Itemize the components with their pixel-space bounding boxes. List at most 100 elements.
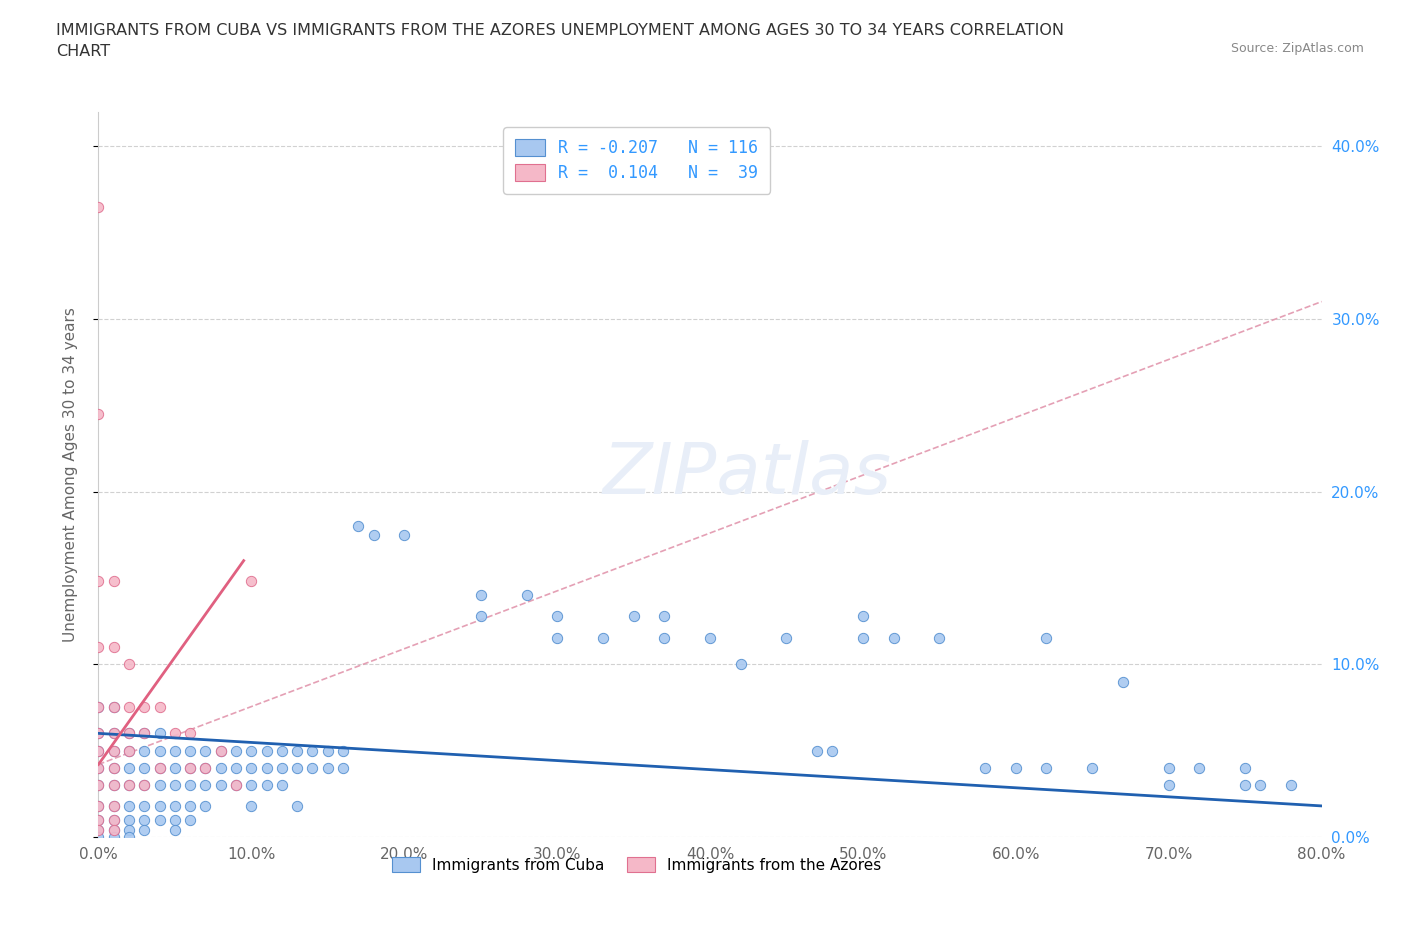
Point [87, 823, 110, 838]
Point [103, 812, 125, 827]
Point [103, 726, 125, 741]
Point [470, 588, 492, 603]
Point [1279, 777, 1302, 792]
Point [87, 761, 110, 776]
Point [806, 743, 828, 758]
Point [852, 608, 875, 623]
Point [149, 777, 172, 792]
Point [1112, 674, 1135, 689]
Point [149, 799, 172, 814]
Point [134, 812, 156, 827]
Point [118, 657, 141, 671]
Point [883, 631, 905, 645]
Point [87, 823, 110, 838]
Point [470, 608, 492, 623]
Point [87, 199, 110, 214]
Point [240, 777, 263, 792]
Point [209, 761, 232, 776]
Point [87, 830, 110, 844]
Point [546, 631, 568, 645]
Point [240, 574, 263, 589]
Point [1157, 777, 1180, 792]
Point [149, 761, 172, 776]
Point [516, 588, 538, 603]
Point [225, 743, 247, 758]
Point [103, 830, 125, 844]
Point [240, 761, 263, 776]
Point [103, 700, 125, 715]
Point [592, 631, 614, 645]
Point [134, 761, 156, 776]
Point [240, 799, 263, 814]
Point [87, 574, 110, 589]
Point [852, 631, 875, 645]
Point [225, 761, 247, 776]
Point [103, 574, 125, 589]
Point [194, 761, 217, 776]
Point [163, 812, 186, 827]
Point [103, 823, 125, 838]
Point [179, 743, 201, 758]
Point [652, 608, 675, 623]
Point [1157, 761, 1180, 776]
Point [1004, 761, 1026, 776]
Text: Source: ZipAtlas.com: Source: ZipAtlas.com [1230, 42, 1364, 55]
Point [270, 743, 292, 758]
Point [163, 726, 186, 741]
Point [301, 743, 323, 758]
Point [285, 799, 308, 814]
Point [974, 761, 997, 776]
Point [134, 777, 156, 792]
Point [363, 527, 385, 542]
Point [118, 743, 141, 758]
Point [87, 799, 110, 814]
Point [103, 640, 125, 655]
Point [332, 761, 354, 776]
Point [301, 761, 323, 776]
Point [392, 527, 416, 542]
Y-axis label: Unemployment Among Ages 30 to 34 years: Unemployment Among Ages 30 to 34 years [63, 307, 77, 642]
Point [87, 812, 110, 827]
Point [1035, 631, 1057, 645]
Point [163, 761, 186, 776]
Point [118, 726, 141, 741]
Point [87, 799, 110, 814]
Point [209, 743, 232, 758]
Point [118, 726, 141, 741]
Point [87, 777, 110, 792]
Text: IMMIGRANTS FROM CUBA VS IMMIGRANTS FROM THE AZORES UNEMPLOYMENT AMONG AGES 30 TO: IMMIGRANTS FROM CUBA VS IMMIGRANTS FROM … [56, 23, 1064, 60]
Point [118, 777, 141, 792]
Point [163, 799, 186, 814]
Point [194, 743, 217, 758]
Point [623, 608, 645, 623]
Point [149, 812, 172, 827]
Point [1035, 761, 1057, 776]
Point [194, 799, 217, 814]
Point [118, 812, 141, 827]
Point [134, 799, 156, 814]
Point [87, 726, 110, 741]
Point [149, 743, 172, 758]
Point [928, 631, 950, 645]
Point [179, 777, 201, 792]
Point [1249, 777, 1271, 792]
Point [134, 777, 156, 792]
Point [240, 743, 263, 758]
Point [87, 700, 110, 715]
Point [225, 777, 247, 792]
Point [118, 799, 141, 814]
Point [149, 700, 172, 715]
Point [149, 761, 172, 776]
Point [179, 761, 201, 776]
Point [163, 743, 186, 758]
Point [118, 761, 141, 776]
Point [209, 777, 232, 792]
Point [270, 777, 292, 792]
Point [163, 777, 186, 792]
Point [163, 823, 186, 838]
Point [332, 743, 354, 758]
Point [87, 406, 110, 421]
Point [118, 743, 141, 758]
Point [103, 761, 125, 776]
Point [103, 799, 125, 814]
